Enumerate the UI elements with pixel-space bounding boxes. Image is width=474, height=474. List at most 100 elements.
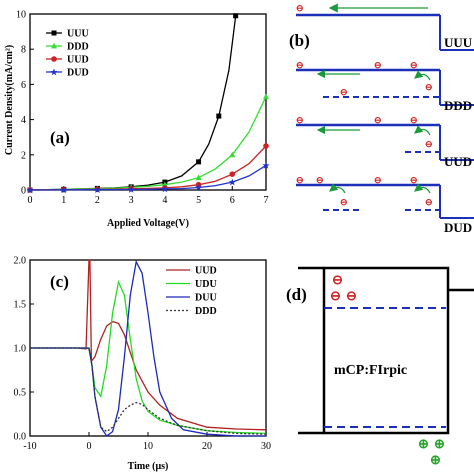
layer-label-uuu: UUU	[444, 35, 473, 50]
legend-marker-ddd	[51, 42, 57, 49]
legend-marker-uuu	[51, 30, 57, 36]
data-point-uud	[263, 143, 269, 149]
data-point-dud	[195, 184, 203, 191]
series-line-uud	[29, 145, 267, 191]
x-axis-label-a: Applied Voltage(V)	[107, 218, 189, 229]
plot-frame-a	[29, 13, 267, 191]
x-tick-label: 5	[196, 195, 201, 206]
y-axis-label-a: Current Density(mA/cm²)	[4, 45, 15, 155]
y-tick-label: 8	[21, 45, 26, 56]
data-point-dud	[60, 186, 68, 194]
series-line-udu	[30, 279, 267, 435]
y-tick-label: 2	[21, 150, 26, 161]
hole-icon: ⊕	[434, 436, 445, 451]
legend-marker-uud	[51, 56, 57, 62]
hole-icon: ⊕	[418, 436, 429, 451]
electron-icon: ⊖	[296, 115, 304, 125]
panel-c: -10 0 10 20 30 0.0 0.5 1.0 1.5 2.0 UUD UDU DUU DDD (c…	[14, 256, 272, 473]
electron-icon: ⊖	[332, 272, 343, 287]
panel-label-c: (c)	[50, 272, 69, 291]
electron-icon: ⊖	[316, 175, 324, 185]
data-point-uuu	[216, 113, 222, 119]
electron-icon: ⊖	[410, 175, 418, 185]
electron-icon: ⊖	[296, 175, 304, 185]
panel-label-d: (d)	[286, 285, 307, 304]
y-tick-label: 1.5	[14, 300, 27, 311]
y-tick-label: 1.0	[14, 344, 27, 355]
electron-icon: ⊖	[425, 197, 433, 207]
electron-icon: ⊖	[296, 3, 304, 13]
x-tick-label: 1	[61, 195, 66, 206]
data-point-dud	[26, 186, 34, 194]
electron-icon: ⊖	[410, 115, 418, 125]
series-line-uuu	[29, 15, 237, 191]
data-point-ddd	[229, 151, 236, 158]
electron-icon: ⊖	[340, 87, 348, 97]
band-diagram-uuu: ⊖ UUU	[296, 3, 474, 51]
y-tick-label: 4	[21, 115, 26, 126]
data-point-uud	[229, 171, 236, 177]
electron-icon: ⊖	[374, 175, 382, 185]
electron-icon: ⊖	[340, 197, 348, 207]
legend-label-uuu: UUU	[67, 29, 89, 40]
series-line-duu	[30, 259, 266, 437]
x-tick-label: 3	[129, 195, 134, 206]
layer-label-uud: UUD	[444, 154, 472, 169]
legend-label-duu: DUU	[195, 293, 217, 304]
data-point-dud	[262, 161, 270, 169]
emission-layer-box	[322, 266, 450, 435]
legend-label-uud: UUD	[195, 266, 217, 277]
y-tick-label: 2.0	[14, 256, 27, 267]
x-tick-label: 20	[202, 441, 212, 452]
band-diagram-uud: ⊖ ⊖ ⊖ ⊖ UUD	[296, 115, 474, 169]
legend-label-udu: UDU	[195, 279, 217, 290]
x-tick-label: 4	[162, 195, 167, 206]
series-line-ddd	[30, 347, 267, 435]
x-tick-label: 6	[230, 195, 235, 206]
panel-label-a: (a)	[50, 128, 70, 147]
hole-icon: ⊕	[430, 452, 441, 467]
band-diagram-ddd: ⊖ ⊖ ⊖ ⊖ ⊖ DDD	[296, 60, 474, 113]
x-tick-label: 0	[87, 441, 92, 452]
legend-label-ddd: DDD	[195, 306, 217, 317]
y-tick-label: 10	[16, 10, 26, 21]
series-line-uud	[30, 259, 267, 431]
electron-icon: ⊖	[425, 82, 433, 92]
x-tick-label: -10	[23, 441, 36, 452]
legend-label-dud: DUD	[67, 68, 89, 79]
legend-label-ddd: DDD	[67, 42, 89, 53]
electron-icon: ⊖	[410, 60, 418, 70]
electron-icon: ⊖	[374, 115, 382, 125]
plot-area-c: -10 0 10 20 30 0.0 0.5 1.0 1.5 2.0 UUD UDU DUU DDD	[14, 256, 272, 453]
y-tick-label: 0.5	[14, 388, 27, 399]
x-tick-label: 0	[28, 195, 33, 206]
legend-label-uud: UUD	[67, 55, 89, 66]
y-tick-label: 6	[21, 80, 26, 91]
electron-icon: ⊖	[374, 60, 382, 70]
layer-label-ddd: DDD	[444, 98, 472, 113]
x-axis-label-c: Time (μs)	[128, 461, 169, 472]
data-point-dud	[228, 178, 236, 186]
legend-marker-dud	[50, 68, 58, 76]
data-point-uuu	[233, 13, 239, 19]
x-tick-label: 10	[143, 441, 153, 452]
data-point-ddd	[263, 93, 269, 100]
electron-icon: ⊖	[296, 60, 304, 70]
y-tick-label: 0	[21, 186, 26, 197]
x-tick-label: 7	[264, 195, 269, 206]
x-tick-label: 2	[95, 195, 100, 206]
electron-icon: ⊖	[346, 288, 357, 303]
panel-a: 0 1 2 3 4 5 6 7 0 2 4 6 8 10 UUU DDD UUD DUD (a) Current …	[4, 10, 270, 229]
panel-d: (d) ⊖ ⊖ ⊖ mCP:FIrpic ⊕ ⊕ ⊕	[286, 266, 474, 467]
data-point-ddd	[195, 174, 202, 181]
series-line-dud	[30, 164, 267, 191]
data-point-dud	[161, 185, 169, 193]
panel-label-b: (b)	[289, 31, 310, 50]
y-tick-label: 0.0	[14, 432, 27, 443]
electron-icon: ⊖	[330, 288, 341, 303]
data-point-dud	[93, 186, 101, 194]
band-diagram-dud: ⊖ ⊖ ⊖ ⊖ ⊖ ⊖ DUD	[296, 175, 474, 235]
panel-b: (b) ⊖ UUU ⊖ ⊖ ⊖ ⊖ ⊖ DDD	[289, 3, 474, 235]
layer-label-dud: DUD	[444, 220, 472, 235]
